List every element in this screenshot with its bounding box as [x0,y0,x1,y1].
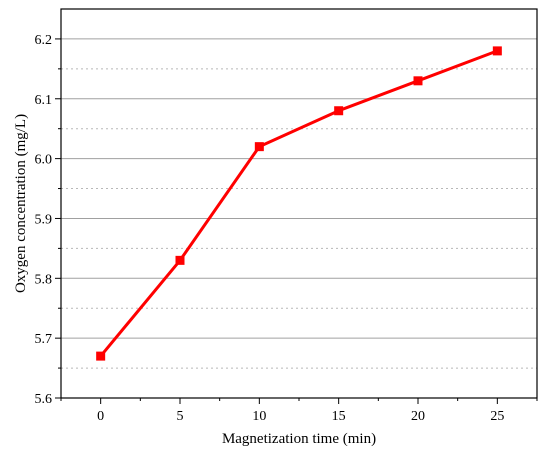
data-point-marker [254,142,264,152]
data-point-marker [413,76,423,86]
data-point-marker [492,46,502,56]
axis-ticks [55,38,538,404]
y-tick-label: 5.7 [35,332,53,347]
x-tick-label: 15 [332,409,346,424]
series-line [99,49,498,358]
y-tick-label: 5.9 [35,212,53,227]
y-tick-label: 5.8 [35,272,53,287]
x-tick-label: 20 [411,409,425,424]
y-tick-label: 6.1 [35,93,53,108]
y-axis-title: Oxygen concentration (mg/L) [13,114,29,293]
data-point-marker [334,106,344,116]
data-point-marker [175,255,185,265]
data-point-marker [96,351,106,361]
x-axis-title: Magnetization time (min) [222,431,376,447]
data-series [96,46,502,361]
x-tick-label: 0 [97,409,104,424]
grid-lines [61,38,537,369]
y-tick-label: 6.0 [35,153,53,168]
y-tick-label: 6.2 [35,33,53,48]
x-tick-label: 10 [252,409,266,424]
x-tick-label: 25 [490,409,504,424]
tick-labels: 5.6 5.7 5.8 5.9 6.0 6.1 6.2 0 5 10 15 20 25 [35,33,505,424]
x-tick-label: 5 [177,409,184,424]
plot-area-frame [60,8,538,399]
y-tick-label: 5.6 [35,392,53,407]
